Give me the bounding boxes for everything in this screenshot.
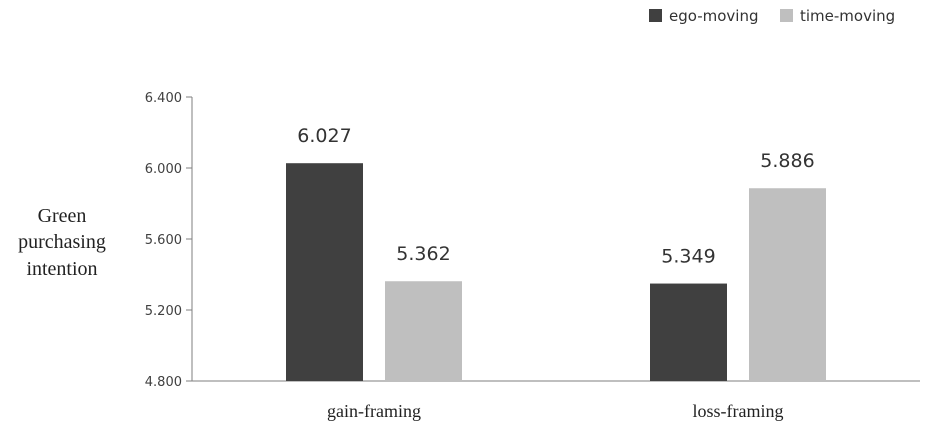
y-axis-label-line: purchasing: [18, 231, 106, 253]
bar-time-moving-loss-framing: [749, 188, 826, 381]
y-axis-label: Green purchasing intention: [18, 205, 106, 280]
legend-label-ego-moving: ego-moving: [669, 7, 758, 25]
data-label: 5.362: [396, 243, 450, 265]
y-tick-label: 6.400: [145, 91, 182, 106]
x-axis: gain-framing loss-framing: [192, 380, 920, 421]
x-tick-label: gain-framing: [327, 401, 421, 421]
y-tick-label: 5.200: [145, 304, 182, 319]
bar-ego-moving-gain-framing: [286, 163, 363, 381]
y-tick-label: 6.000: [145, 162, 182, 177]
y-tick-label: 4.800: [145, 375, 182, 390]
data-label: 6.027: [297, 125, 351, 147]
legend-swatch-ego-moving: [649, 9, 662, 22]
legend: ego-moving time-moving: [649, 7, 895, 25]
legend-swatch-time-moving: [780, 9, 793, 22]
legend-label-time-moving: time-moving: [800, 7, 895, 25]
data-label: 5.349: [661, 246, 715, 268]
bar-time-moving-gain-framing: [385, 281, 462, 381]
x-tick-label: loss-framing: [693, 401, 784, 421]
y-tick-label: 5.600: [145, 233, 182, 248]
y-axis-label-line: Green: [38, 205, 87, 227]
data-labels: 6.027 5.349 5.362 5.886: [297, 125, 814, 267]
bars: [286, 163, 826, 381]
bar-ego-moving-loss-framing: [650, 283, 727, 381]
data-label: 5.886: [760, 150, 814, 172]
y-axis: 4.800 5.200 5.600 6.000 6.400: [145, 91, 193, 390]
y-axis-label-line: intention: [26, 258, 97, 280]
